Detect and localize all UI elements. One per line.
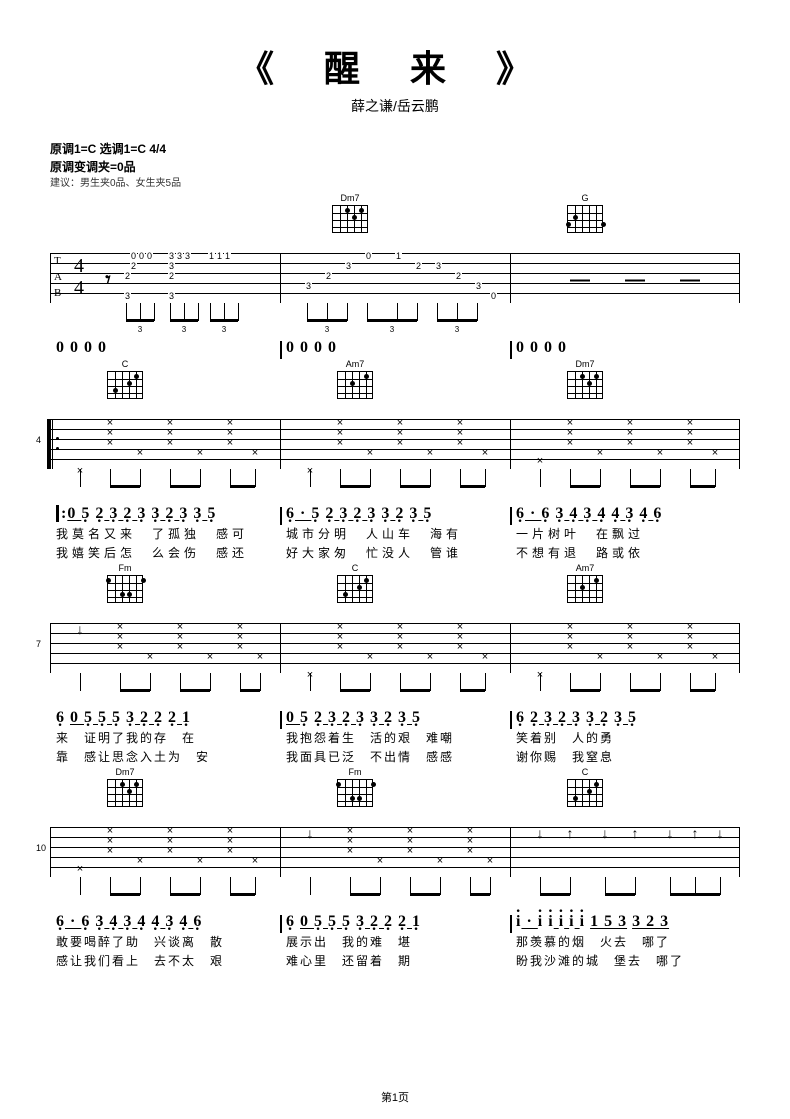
chord-dm7-2: Dm7 [560,359,610,399]
chord-g: G [560,193,610,233]
tab-label: TAB [54,253,62,301]
tab-row-3: 7 Fm C Am7 ↓ ××× × ××× × ××× × × [50,611,740,701]
system-2: 4 C Am7 Dm7 × × × × × [50,407,740,561]
song-artist: 薛之谦/岳云鹏 [50,96,740,116]
strum-down-icon: ↓ [667,825,674,841]
info-line-1: 原调1=C 选调1=C 4/4 [50,140,740,158]
info-line-3: 建议：男生夹0品、女生夹5品 [50,176,740,191]
page-number: 第1页 [0,1089,790,1105]
chord-c-2: C [330,563,380,603]
rest-icon: 𝄾 [105,269,110,292]
chord-c-3: C [560,767,610,807]
chord-am7: Am7 [330,359,380,399]
song-title: 《 醒 来 》 [50,40,740,92]
chord-dm7: Dm7 [325,193,375,233]
tuning-info: 原调1=C 选调1=C 4/4 原调变调夹=0品 建议：男生夹0品、女生夹5品 [50,140,740,191]
info-line-2: 原调变调夹=0品 [50,158,740,176]
tab-row-4: 10 Dm7 Fm C × ××× × ××× × ××× × ↓ [50,815,740,905]
chord-fm-2: Fm [330,767,380,807]
tab-row-1: Dm7 G TAB 44 𝄾 [50,241,740,331]
strum-down-icon: ↓ [537,825,544,841]
lyric-row-2b: 我嬉笑后怎 么会伤 感还 好大家匆 忙没人 管谁 不想有退 路或依 [50,544,740,561]
system-3: 7 Fm C Am7 ↓ ××× × ××× × ××× × × [50,611,740,765]
chord-am7-2: Am7 [560,563,610,603]
strum-down-icon: ↓ [717,825,724,841]
system-1: Dm7 G TAB 44 𝄾 [50,241,740,357]
page: 《 醒 来 》 薛之谦/岳云鹏 原调1=C 选调1=C 4/4 原调变调夹=0品… [0,0,790,1119]
lyric-row-3a: 来 证明了我的存 在 我抱怨着生 活的艰 难嘲 笑着别 人的勇 [50,729,740,746]
strum-up-icon: ↑ [567,825,574,841]
chord-dm7-3: Dm7 [100,767,150,807]
strum-down-icon: ↓ [77,621,84,637]
tab-row-2: 4 C Am7 Dm7 × × × × × [50,407,740,497]
num-row-2: :0 5 2 3 2 3 3 2 3 3 5 6 · 5 2 3 2 3 3 2… [50,505,740,523]
num-row-3: 6 0 5 5 5 3 2 2 2 1 0 5 2 3 2 3 3 2 3 5 … [50,709,740,727]
lyric-row-4b: 感让我们看上 去不太 艰 难心里 还留着 期 盼我沙滩的城 堡去 哪了 [50,952,740,969]
system-4: 10 Dm7 Fm C × ××× × ××× × ××× × ↓ [50,815,740,969]
time-sig: 44 [74,255,84,299]
chord-fm: Fm [100,563,150,603]
num-row-1: 0 0 0 0 0 0 0 0 0 0 0 0 [50,339,740,357]
strum-down-icon: ↓ [602,825,609,841]
strum-down-icon: ↓ [307,825,314,841]
lyric-row-3b: 靠 感让思念入土为 安 我面具已泛 不出情 感感 谢你赐 我窒息 [50,748,740,765]
repeat-start [47,419,54,469]
num-row-4: 6 · 6 3 4 3 4 4 3 4 6 6 0 5 5 5 3 2 2 2 … [50,913,740,931]
strum-up-icon: ↑ [692,825,699,841]
chord-c: C [100,359,150,399]
strum-up-icon: ↑ [632,825,639,841]
